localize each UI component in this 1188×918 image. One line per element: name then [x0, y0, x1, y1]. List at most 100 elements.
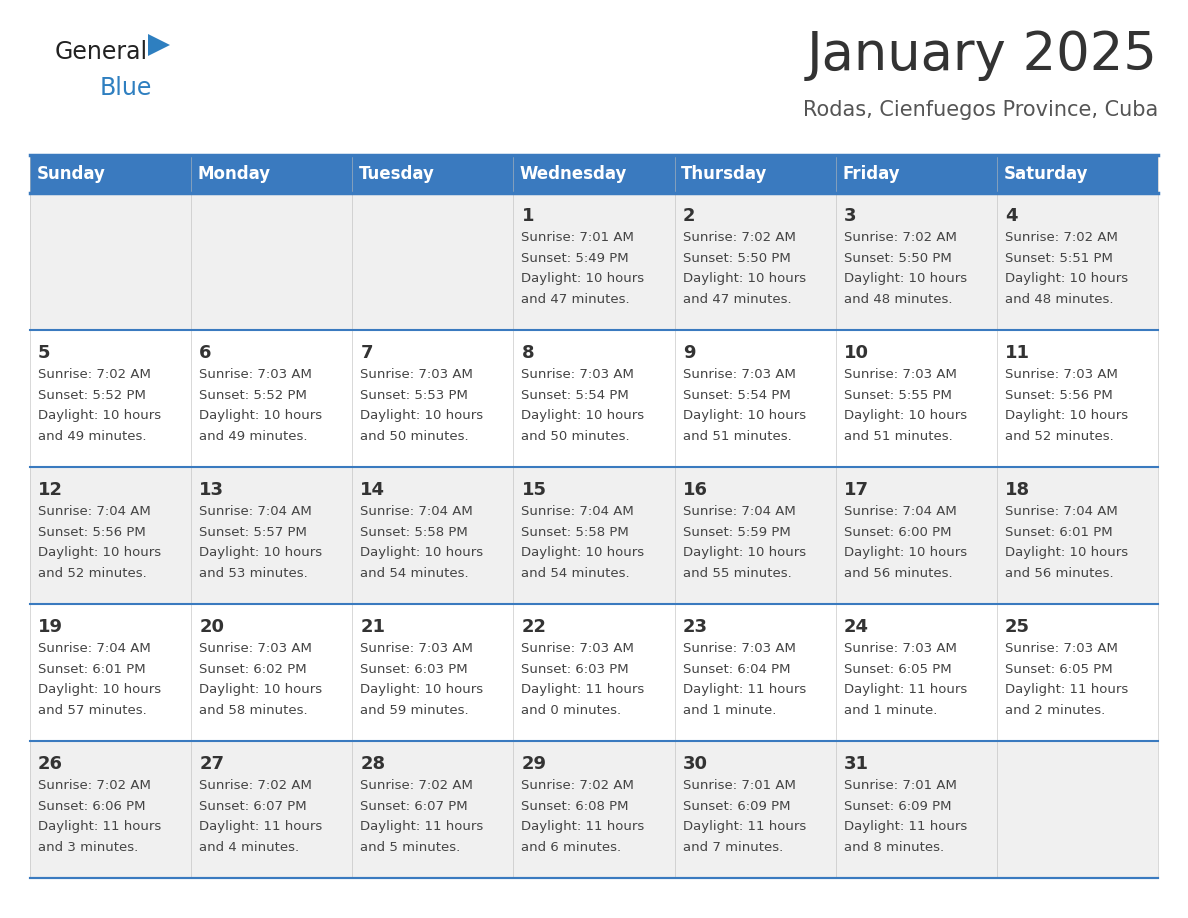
Bar	[30, 155, 1158, 193]
Text: 2: 2	[683, 207, 695, 225]
Text: Sunrise: 7:04 AM: Sunrise: 7:04 AM	[38, 643, 151, 655]
Text: Sunrise: 7:03 AM: Sunrise: 7:03 AM	[1005, 643, 1118, 655]
Text: Sunset: 5:52 PM: Sunset: 5:52 PM	[200, 389, 307, 402]
Bar	[353, 193, 513, 330]
Text: Daylight: 10 hours: Daylight: 10 hours	[200, 546, 322, 559]
Text: and 50 minutes.: and 50 minutes.	[360, 430, 469, 443]
Bar	[997, 604, 1158, 741]
Bar	[513, 193, 675, 330]
Text: Sunset: 5:51 PM: Sunset: 5:51 PM	[1005, 252, 1113, 265]
Text: and 8 minutes.: and 8 minutes.	[843, 841, 944, 854]
Text: 8: 8	[522, 343, 535, 362]
Text: Daylight: 10 hours: Daylight: 10 hours	[843, 409, 967, 422]
Text: Daylight: 10 hours: Daylight: 10 hours	[522, 273, 645, 285]
Text: and 47 minutes.: and 47 minutes.	[522, 293, 630, 306]
Text: Daylight: 10 hours: Daylight: 10 hours	[843, 546, 967, 559]
Text: Daylight: 10 hours: Daylight: 10 hours	[38, 546, 162, 559]
Text: Sunrise: 7:02 AM: Sunrise: 7:02 AM	[843, 231, 956, 244]
Text: and 4 minutes.: and 4 minutes.	[200, 841, 299, 854]
Text: Sunset: 6:06 PM: Sunset: 6:06 PM	[38, 800, 146, 813]
Text: 12: 12	[38, 481, 63, 498]
Text: 17: 17	[843, 481, 868, 498]
Text: Daylight: 11 hours: Daylight: 11 hours	[683, 821, 805, 834]
Text: and 5 minutes.: and 5 minutes.	[360, 841, 461, 854]
Text: and 58 minutes.: and 58 minutes.	[200, 704, 308, 717]
Text: Sunset: 5:52 PM: Sunset: 5:52 PM	[38, 389, 146, 402]
Text: Sunset: 5:56 PM: Sunset: 5:56 PM	[38, 526, 146, 539]
Bar	[30, 604, 191, 741]
Bar	[191, 330, 353, 467]
Bar	[30, 467, 191, 604]
Text: Sunrise: 7:03 AM: Sunrise: 7:03 AM	[522, 643, 634, 655]
Text: Rodas, Cienfuegos Province, Cuba: Rodas, Cienfuegos Province, Cuba	[803, 100, 1158, 120]
Text: and 49 minutes.: and 49 minutes.	[200, 430, 308, 443]
Bar	[513, 604, 675, 741]
Text: 16: 16	[683, 481, 708, 498]
Bar	[191, 604, 353, 741]
Text: Sunrise: 7:02 AM: Sunrise: 7:02 AM	[38, 779, 151, 792]
Text: Sunrise: 7:02 AM: Sunrise: 7:02 AM	[200, 779, 312, 792]
Text: Sunset: 6:09 PM: Sunset: 6:09 PM	[683, 800, 790, 813]
Bar	[835, 741, 997, 878]
Text: Daylight: 10 hours: Daylight: 10 hours	[360, 684, 484, 697]
Text: 1: 1	[522, 207, 533, 225]
Text: 30: 30	[683, 755, 708, 773]
Text: January 2025: January 2025	[807, 29, 1158, 81]
Text: Sunset: 5:59 PM: Sunset: 5:59 PM	[683, 526, 790, 539]
Text: and 48 minutes.: and 48 minutes.	[1005, 293, 1113, 306]
Text: Sunrise: 7:04 AM: Sunrise: 7:04 AM	[1005, 506, 1118, 519]
Text: Sunrise: 7:02 AM: Sunrise: 7:02 AM	[360, 779, 473, 792]
Bar	[997, 330, 1158, 467]
Text: 5: 5	[38, 343, 51, 362]
Text: Sunrise: 7:03 AM: Sunrise: 7:03 AM	[200, 368, 312, 381]
Text: Sunrise: 7:01 AM: Sunrise: 7:01 AM	[522, 231, 634, 244]
Text: Sunset: 6:04 PM: Sunset: 6:04 PM	[683, 663, 790, 676]
Bar	[513, 741, 675, 878]
Text: Daylight: 10 hours: Daylight: 10 hours	[1005, 273, 1129, 285]
Bar	[835, 467, 997, 604]
Text: 15: 15	[522, 481, 546, 498]
Text: and 3 minutes.: and 3 minutes.	[38, 841, 138, 854]
Text: Daylight: 10 hours: Daylight: 10 hours	[360, 546, 484, 559]
Bar	[835, 193, 997, 330]
Text: Sunset: 6:01 PM: Sunset: 6:01 PM	[1005, 526, 1112, 539]
Text: Sunset: 6:07 PM: Sunset: 6:07 PM	[200, 800, 307, 813]
Text: 29: 29	[522, 755, 546, 773]
Text: 25: 25	[1005, 618, 1030, 635]
Text: Daylight: 10 hours: Daylight: 10 hours	[522, 409, 645, 422]
Text: Sunrise: 7:04 AM: Sunrise: 7:04 AM	[200, 506, 312, 519]
Text: and 1 minute.: and 1 minute.	[843, 704, 937, 717]
Text: 9: 9	[683, 343, 695, 362]
Text: Sunrise: 7:02 AM: Sunrise: 7:02 AM	[38, 368, 151, 381]
Text: 24: 24	[843, 618, 868, 635]
Text: 14: 14	[360, 481, 385, 498]
Text: Sunset: 5:56 PM: Sunset: 5:56 PM	[1005, 389, 1113, 402]
Text: Sunset: 5:49 PM: Sunset: 5:49 PM	[522, 252, 630, 265]
Text: Daylight: 11 hours: Daylight: 11 hours	[522, 821, 645, 834]
Text: and 6 minutes.: and 6 minutes.	[522, 841, 621, 854]
Bar	[353, 741, 513, 878]
Bar	[675, 741, 835, 878]
Text: Sunset: 5:54 PM: Sunset: 5:54 PM	[683, 389, 790, 402]
Text: Sunset: 6:00 PM: Sunset: 6:00 PM	[843, 526, 952, 539]
Text: and 56 minutes.: and 56 minutes.	[1005, 567, 1113, 580]
Text: Daylight: 11 hours: Daylight: 11 hours	[843, 821, 967, 834]
Bar	[30, 330, 191, 467]
Text: and 50 minutes.: and 50 minutes.	[522, 430, 630, 443]
Text: and 53 minutes.: and 53 minutes.	[200, 567, 308, 580]
Bar	[835, 330, 997, 467]
Text: Sunrise: 7:02 AM: Sunrise: 7:02 AM	[522, 779, 634, 792]
Text: 6: 6	[200, 343, 211, 362]
Text: 7: 7	[360, 343, 373, 362]
Text: 19: 19	[38, 618, 63, 635]
Text: Daylight: 10 hours: Daylight: 10 hours	[200, 409, 322, 422]
Bar	[675, 467, 835, 604]
Text: Sunset: 6:07 PM: Sunset: 6:07 PM	[360, 800, 468, 813]
Text: Sunrise: 7:04 AM: Sunrise: 7:04 AM	[38, 506, 151, 519]
Bar	[997, 467, 1158, 604]
Polygon shape	[148, 34, 170, 56]
Bar	[30, 741, 191, 878]
Text: Sunrise: 7:01 AM: Sunrise: 7:01 AM	[683, 779, 796, 792]
Text: 18: 18	[1005, 481, 1030, 498]
Text: Sunrise: 7:03 AM: Sunrise: 7:03 AM	[1005, 368, 1118, 381]
